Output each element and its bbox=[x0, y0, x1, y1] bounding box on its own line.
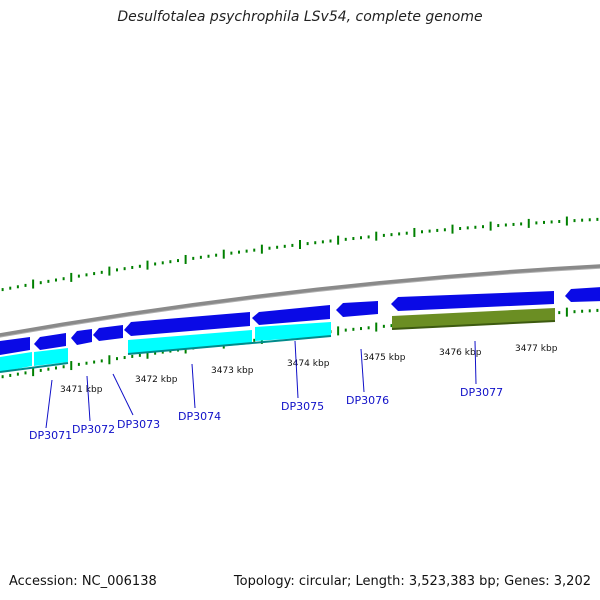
kbp-label: 3471 kbp bbox=[60, 385, 103, 395]
gene-label-dp3075[interactable]: DP3075 bbox=[281, 400, 324, 413]
genome-backbone bbox=[0, 264, 600, 338]
kbp-scale: 3471 kbp 3472 kbp 3473 kbp 3474 kbp 3475… bbox=[60, 344, 558, 395]
gene-arrow[interactable] bbox=[124, 312, 250, 336]
gene-arrow[interactable] bbox=[391, 291, 554, 311]
rna-gene bbox=[391, 308, 556, 330]
kbp-label: 3472 kbp bbox=[135, 375, 178, 385]
gene-arrow[interactable] bbox=[71, 329, 92, 345]
gene-labels: DP3071 DP3072 DP3073 DP3074 DP3075 DP307… bbox=[29, 386, 503, 442]
kbp-label: 3476 kbp bbox=[439, 348, 482, 358]
gene-arrow[interactable] bbox=[252, 305, 330, 325]
gene-label-dp3077[interactable]: DP3077 bbox=[460, 386, 503, 399]
gene-arrow[interactable] bbox=[392, 308, 555, 329]
gene-arrow[interactable] bbox=[565, 287, 600, 302]
kbp-label: 3475 kbp bbox=[363, 353, 406, 363]
gene-arrow[interactable] bbox=[255, 322, 331, 341]
gene-arrow[interactable] bbox=[93, 325, 123, 341]
kbp-label: 3477 kbp bbox=[515, 344, 558, 354]
gene-arrow[interactable] bbox=[0, 352, 32, 372]
gene-arrow[interactable] bbox=[34, 348, 68, 366]
map-title: Desulfotalea psychrophila LSv54, complet… bbox=[117, 9, 483, 25]
gene-arrow[interactable] bbox=[0, 337, 30, 355]
kbp-label: 3473 kbp bbox=[211, 366, 254, 376]
gene-arrow[interactable] bbox=[128, 330, 252, 354]
gene-label-dp3072[interactable]: DP3072 bbox=[72, 423, 115, 436]
genome-summary: Topology: circular; Length: 3,523,383 bp… bbox=[233, 574, 591, 589]
kbp-label: 3474 kbp bbox=[287, 359, 330, 369]
gene-arrow[interactable] bbox=[34, 333, 66, 350]
gene-label-dp3071[interactable]: DP3071 bbox=[29, 429, 72, 442]
accession-label: Accession: NC_006138 bbox=[9, 574, 157, 589]
forward-strand-genes bbox=[0, 287, 600, 355]
gene-label-dp3076[interactable]: DP3076 bbox=[346, 394, 389, 407]
gene-label-dp3074[interactable]: DP3074 bbox=[178, 410, 221, 423]
gene-label-dp3073[interactable]: DP3073 bbox=[117, 418, 160, 431]
gene-arrow[interactable] bbox=[336, 301, 378, 317]
reverse-strand-genes bbox=[0, 322, 332, 373]
gene-label-leaders bbox=[45, 340, 477, 429]
outer-tick-row bbox=[1, 216, 599, 292]
